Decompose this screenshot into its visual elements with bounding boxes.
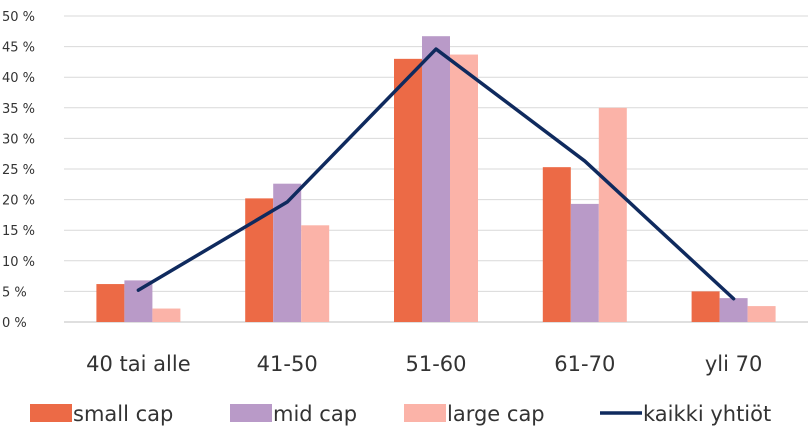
x-tick-label: 40 tai alle bbox=[86, 352, 190, 376]
y-tick-label: 20 % bbox=[2, 194, 35, 209]
bar-mid-cap bbox=[719, 298, 748, 322]
bars bbox=[96, 36, 776, 323]
legend-swatch bbox=[230, 404, 272, 422]
x-tick-label: yli 70 bbox=[705, 352, 763, 376]
y-tick-label: 5 % bbox=[2, 285, 27, 300]
bar-large-cap bbox=[152, 308, 181, 322]
legend-label: mid cap bbox=[273, 402, 357, 426]
legend-label: small cap bbox=[73, 402, 173, 426]
x-tick-label: 51-60 bbox=[405, 352, 466, 376]
y-tick-label: 35 % bbox=[2, 102, 35, 117]
y-tick-label: 15 % bbox=[2, 224, 35, 239]
bar-large-cap bbox=[747, 306, 776, 322]
bar-mid-cap bbox=[570, 203, 599, 322]
bar-small-cap bbox=[691, 291, 720, 322]
x-tick-label: 41-50 bbox=[257, 352, 318, 376]
legend-label: kaikki yhtiöt bbox=[643, 402, 771, 426]
bar-large-cap bbox=[301, 225, 330, 322]
x-axis-ticks: 40 tai alle 41-50 51-60 61-70 yli 70 bbox=[86, 352, 762, 376]
total-line bbox=[136, 47, 736, 301]
y-tick-label: 50 % bbox=[2, 10, 35, 25]
y-tick-label: 0 % bbox=[2, 316, 27, 331]
y-axis-ticks: 0 % 5 % 10 % 15 % 20 % 25 % 30 % 35 % 40 % 45 % 50… bbox=[2, 10, 35, 331]
bar-mid-cap bbox=[422, 36, 450, 323]
y-tick-label: 30 % bbox=[2, 132, 35, 147]
bar-mid-cap bbox=[273, 183, 302, 322]
bar-small-cap bbox=[394, 58, 422, 323]
legend-label: large cap bbox=[447, 402, 545, 426]
y-tick-label: 45 % bbox=[2, 41, 35, 56]
bar-small-cap bbox=[96, 284, 125, 322]
y-tick-label: 40 % bbox=[2, 71, 35, 86]
bar-large-cap bbox=[598, 107, 627, 322]
bar-mid-cap bbox=[124, 280, 153, 322]
bar-large-cap bbox=[450, 54, 478, 322]
y-tick-label: 10 % bbox=[2, 255, 35, 270]
y-tick-label: 25 % bbox=[2, 163, 35, 178]
legend-swatch bbox=[30, 404, 72, 422]
x-tick-label: 61-70 bbox=[554, 352, 615, 376]
bar-small-cap bbox=[542, 167, 571, 322]
legend: small cap mid cap large cap kaikki yhtiöt bbox=[30, 402, 771, 426]
legend-swatch bbox=[404, 404, 446, 422]
